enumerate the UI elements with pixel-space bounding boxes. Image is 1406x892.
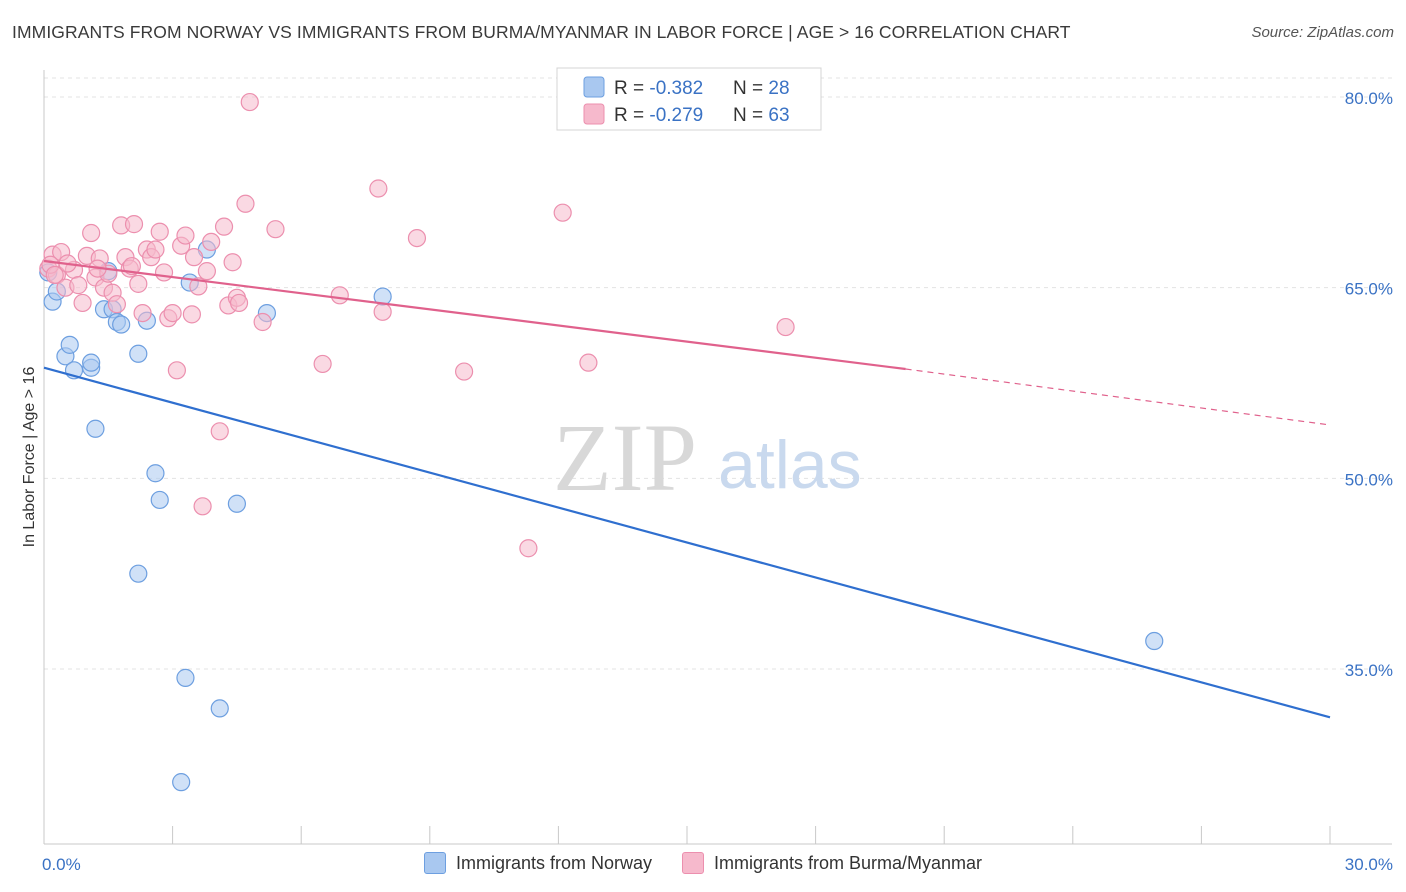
- watermark: ZIP atlas: [553, 404, 862, 511]
- burma-point[interactable]: [236, 194, 255, 213]
- legend-n-label-burma: N =: [733, 105, 768, 126]
- svg-text:R = -0.382: R = -0.382: [614, 78, 703, 99]
- legend-swatch-norway-icon: [423, 852, 446, 874]
- legend-swatch-burma-icon: [681, 852, 704, 874]
- burma-point[interactable]: [454, 362, 474, 381]
- burma-point[interactable]: [407, 228, 427, 248]
- burma-point[interactable]: [82, 223, 101, 243]
- burma-point[interactable]: [167, 361, 186, 380]
- y-tick-label: 80.0%: [1345, 89, 1393, 108]
- series-norway: [39, 240, 1164, 792]
- trend-lines: [43, 259, 1331, 719]
- burma-point[interactable]: [182, 305, 201, 324]
- watermark-atlas: atlas: [718, 427, 862, 503]
- norway-point[interactable]: [210, 699, 229, 718]
- legend-r-value-norway: -0.382: [649, 78, 703, 99]
- burma-point[interactable]: [776, 317, 795, 337]
- burma-point[interactable]: [214, 217, 234, 236]
- burma-point[interactable]: [133, 303, 152, 323]
- norway-point[interactable]: [129, 344, 148, 363]
- norway-point[interactable]: [86, 419, 105, 438]
- gridlines: [44, 77, 1392, 670]
- burma-point[interactable]: [519, 539, 538, 558]
- chart-title: IMMIGRANTS FROM NORWAY VS IMMIGRANTS FRO…: [12, 22, 1071, 42]
- burma-point[interactable]: [373, 302, 392, 321]
- x-ticks: [172, 826, 1331, 844]
- burma-point[interactable]: [240, 92, 259, 112]
- legend-label-norway: Immigrants from Norway: [455, 852, 652, 873]
- burma-point[interactable]: [189, 277, 208, 296]
- burma-point[interactable]: [202, 232, 221, 252]
- legend-n-label-norway: N =: [733, 78, 768, 99]
- trend-line-burma: [43, 259, 906, 371]
- burma-point[interactable]: [122, 256, 141, 276]
- axes: [43, 70, 1392, 845]
- burma-point[interactable]: [369, 179, 388, 198]
- burma-point[interactable]: [210, 422, 229, 441]
- x-tick-label: 0.0%: [42, 855, 81, 874]
- burma-point[interactable]: [184, 248, 204, 267]
- burma-point[interactable]: [45, 265, 64, 285]
- burma-point[interactable]: [129, 274, 148, 293]
- burma-point[interactable]: [197, 262, 216, 281]
- burma-point[interactable]: [313, 354, 332, 374]
- burma-point[interactable]: [124, 215, 144, 234]
- burma-point[interactable]: [229, 293, 249, 313]
- norway-point[interactable]: [1145, 631, 1164, 651]
- y-tick-label: 65.0%: [1345, 280, 1393, 299]
- legend-label-burma: Immigrants from Burma/Myanmar: [713, 852, 983, 873]
- burma-point[interactable]: [146, 240, 165, 259]
- burma-point[interactable]: [193, 497, 212, 516]
- legend-item-burma[interactable]: Immigrants from Burma/Myanmar: [681, 852, 983, 874]
- watermark-zip: ZIP: [553, 404, 697, 511]
- legend-n-value-burma: 63: [768, 105, 789, 126]
- burma-point[interactable]: [69, 276, 88, 295]
- legend-swatch-norway: [583, 76, 605, 98]
- burma-point[interactable]: [553, 203, 572, 222]
- norway-point[interactable]: [112, 315, 131, 334]
- burma-point[interactable]: [176, 226, 195, 245]
- burma-point[interactable]: [150, 222, 169, 241]
- burma-point[interactable]: [330, 286, 349, 305]
- norway-point[interactable]: [227, 494, 246, 513]
- source-credit: Source: ZipAtlas.com: [1251, 24, 1394, 41]
- norway-point[interactable]: [172, 773, 191, 792]
- norway-point[interactable]: [176, 668, 195, 687]
- burma-point[interactable]: [266, 220, 285, 239]
- burma-point[interactable]: [73, 293, 92, 313]
- y-tick-label: 50.0%: [1345, 470, 1393, 489]
- legend-r-label-burma: R =: [614, 105, 649, 126]
- x-tick-labels: 0.0% 30.0%: [42, 855, 1393, 874]
- norway-point[interactable]: [129, 564, 148, 583]
- legend-swatch-burma: [583, 103, 605, 125]
- y-tick-labels: 80.0% 65.0% 50.0% 35.0%: [1345, 89, 1393, 680]
- svg-text:N = 63: N = 63: [733, 105, 790, 126]
- norway-point[interactable]: [150, 490, 169, 510]
- y-axis-title: In Labor Force | Age > 16: [21, 367, 38, 548]
- burma-point[interactable]: [163, 303, 182, 323]
- burma-point[interactable]: [253, 312, 272, 332]
- norway-point[interactable]: [146, 464, 165, 483]
- burma-point[interactable]: [107, 295, 126, 314]
- y-tick-label: 35.0%: [1345, 661, 1393, 680]
- stats-legend: R = -0.382 N = 28 R = -0.279 N = 63: [556, 67, 822, 131]
- trend-line-burma-extension: [905, 368, 1331, 426]
- svg-text:N = 28: N = 28: [733, 78, 790, 99]
- series-legend: Immigrants from Norway Immigrants from B…: [0, 852, 1406, 874]
- legend-r-label-norway: R =: [614, 78, 649, 99]
- trend-line-norway: [43, 366, 1331, 719]
- burma-point[interactable]: [579, 353, 598, 372]
- legend-n-value-norway: 28: [768, 78, 789, 99]
- svg-text:R = -0.279: R = -0.279: [614, 105, 703, 126]
- burma-point[interactable]: [223, 253, 242, 272]
- legend-r-value-burma: -0.279: [649, 105, 703, 126]
- norway-point[interactable]: [60, 335, 79, 354]
- x-tick-label: 30.0%: [1345, 855, 1393, 874]
- norway-point[interactable]: [82, 353, 101, 372]
- burma-point[interactable]: [154, 263, 174, 282]
- legend-item-norway[interactable]: Immigrants from Norway: [423, 852, 652, 874]
